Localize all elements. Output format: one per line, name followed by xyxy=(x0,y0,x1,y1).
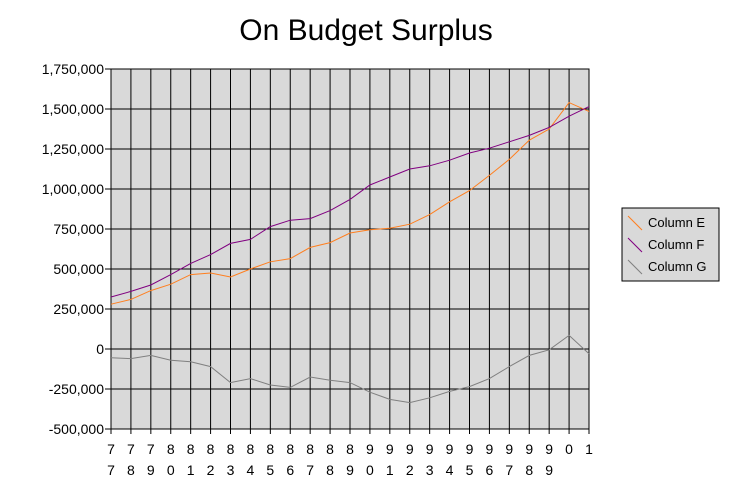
legend-swatch xyxy=(627,215,643,231)
legend-swatch xyxy=(627,259,643,275)
x-tick-label: 0 xyxy=(565,441,573,457)
y-tick-label: 750,000 xyxy=(53,221,104,237)
y-tick-label: -250,000 xyxy=(49,381,104,397)
legend-box xyxy=(621,207,720,282)
y-tick-label: 250,000 xyxy=(53,301,104,317)
y-tick-label: 1,250,000 xyxy=(42,141,104,157)
y-tick-label: 0 xyxy=(96,341,104,357)
legend-label: Column E xyxy=(648,215,705,230)
y-tick-label: 1,500,000 xyxy=(42,101,104,117)
y-tick-label: 1,000,000 xyxy=(42,181,104,197)
legend-label: Column G xyxy=(648,259,707,274)
chart-title: On Budget Surplus xyxy=(239,14,493,47)
series-group xyxy=(110,101,590,404)
series-line-1 xyxy=(110,101,590,305)
series-line-2 xyxy=(110,106,590,298)
legend: Column E Column F Column G xyxy=(621,207,720,282)
legend-swatch xyxy=(627,237,643,253)
grid xyxy=(110,68,590,430)
x-tick-label: 1 xyxy=(585,441,593,457)
legend-label: Column F xyxy=(648,237,704,252)
x-axis: 7 7 7 8 7 9 8 0 8 1 8 2 8 3 8 4 8 5 8 6 8 7 8 8 8 9 9 0 9 1 9 2 9 3 9 4 9 5 9 6… xyxy=(107,429,593,478)
y-tick-label: -500,000 xyxy=(49,421,104,437)
series-line-3 xyxy=(110,334,590,404)
y-axis: -500,000 -250,000 0 250,000 500,000 750,000 1,… xyxy=(42,61,111,437)
y-tick-label: 500,000 xyxy=(53,261,104,277)
y-tick-label: 1,750,000 xyxy=(42,61,104,77)
